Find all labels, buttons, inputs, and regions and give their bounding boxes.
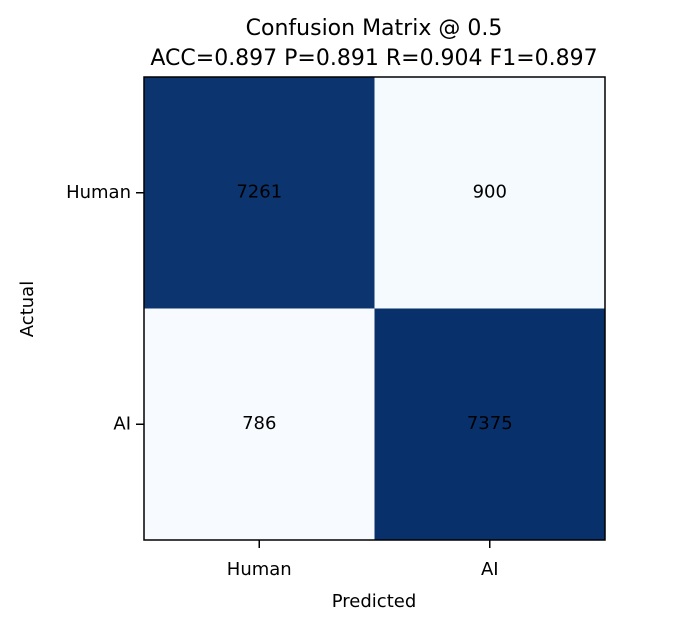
- heatmap-cell-label: 7261: [236, 181, 282, 202]
- heatmap-cell: [144, 77, 375, 309]
- heatmap-cell-label: 7375: [467, 413, 513, 434]
- y-tick-label: AI: [113, 413, 131, 434]
- heatmap-cell-label: 786: [242, 413, 276, 434]
- x-axis-ticks: Human AI: [227, 540, 499, 580]
- heatmap-cell: [374, 308, 605, 540]
- y-axis-label: Actual: [17, 281, 38, 337]
- plot-frame: [143, 76, 606, 541]
- heatmap-cell-label: 900: [473, 181, 507, 202]
- y-tick-label: Human: [66, 182, 131, 203]
- x-axis-label: Predicted: [332, 591, 417, 612]
- heatmap-cell-labels: 7261 900 786 7375: [236, 181, 512, 434]
- heatmap-cells: [144, 77, 605, 540]
- chart-subtitle: ACC=0.897 P=0.891 R=0.904 F1=0.897: [150, 46, 597, 71]
- chart-title: Confusion Matrix @ 0.5: [246, 16, 503, 41]
- heatmap-cell: [144, 308, 375, 540]
- heatmap-cell: [374, 77, 605, 309]
- x-tick-label: AI: [481, 559, 499, 580]
- y-axis-ticks: Human AI: [66, 182, 144, 434]
- x-tick-label: Human: [227, 559, 292, 580]
